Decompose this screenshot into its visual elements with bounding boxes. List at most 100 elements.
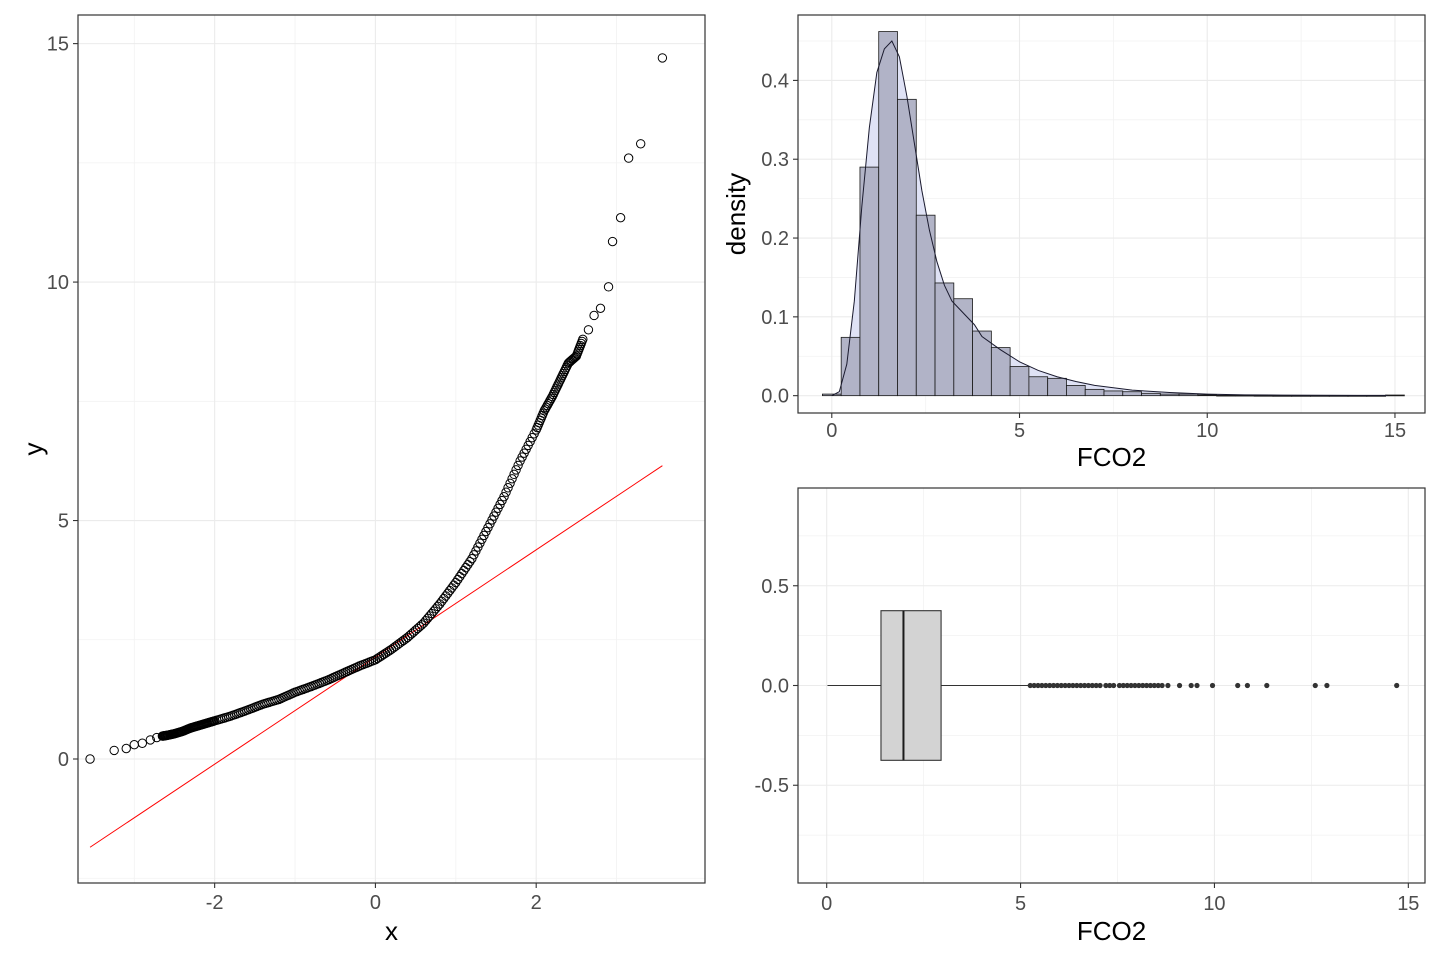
histogram-bar — [1385, 394, 1405, 397]
histogram-y-tick-label: 0.2 — [761, 228, 789, 250]
histogram-density-line — [831, 40, 1388, 397]
histogram-y-tick-label: 0.0 — [761, 386, 789, 408]
qq-point — [607, 236, 618, 247]
qq-point — [507, 474, 517, 484]
histogram-bar — [1141, 392, 1161, 397]
qq-point — [554, 377, 565, 387]
qq-point — [509, 469, 519, 480]
boxplot-outliers — [1027, 682, 1400, 689]
boxplot-x-tick-label: 5 — [1015, 893, 1026, 915]
qq-plot-gridlines — [78, 15, 705, 883]
histogram-y-tick-label: 0.3 — [761, 149, 789, 171]
outlier-point — [1050, 682, 1057, 689]
qq-point — [557, 370, 568, 381]
qq-point — [501, 487, 511, 497]
qq-point — [559, 366, 570, 377]
boxplot-x-tick-label: 15 — [1397, 893, 1419, 915]
qq-point — [547, 391, 557, 402]
outlier-point — [1244, 682, 1251, 689]
qq-plot-y-tick-label: 5 — [58, 511, 69, 533]
qq-plot-x-tick-label: 0 — [370, 892, 381, 914]
outlier-point — [1140, 682, 1146, 689]
qq-plot-border — [77, 14, 706, 884]
qq-plot-panel: -2 0 2 0 5 10 15 x y — [18, 14, 706, 946]
boxplot-x-tick-label: 10 — [1203, 893, 1225, 915]
qq-point — [511, 465, 521, 475]
qq-point — [558, 368, 569, 379]
qq-point — [623, 153, 634, 163]
histogram-bar — [990, 347, 1011, 397]
qq-plot-x-tick-label: 2 — [531, 892, 542, 914]
histogram-y-tick-label: 0.1 — [761, 307, 789, 329]
outlier-point — [1035, 682, 1041, 689]
histogram-bar — [1159, 393, 1180, 397]
qq-point — [513, 460, 523, 471]
outlier-point — [1143, 682, 1150, 689]
qq-point — [137, 738, 148, 748]
qq-plot-y-tick-label: 15 — [47, 34, 69, 56]
qq-plot-y-axis-title: y — [18, 443, 48, 456]
histogram-bar — [1066, 385, 1086, 397]
outlier-point — [1147, 682, 1154, 689]
outlier-point — [1078, 682, 1084, 689]
outlier-point — [1039, 682, 1045, 689]
qq-plot-x-axis-title: x — [385, 916, 398, 946]
histogram-panel: 0 5 10 15 0.0 0.1 0.2 0.3 0.4 FCO2 density — [721, 14, 1426, 472]
boxplot-x-tick-label: 0 — [821, 893, 832, 915]
histogram-x-tick-label: 10 — [1196, 420, 1218, 442]
histogram-bar — [1009, 366, 1030, 397]
histogram-bars — [822, 31, 1405, 397]
outlier-point — [1066, 682, 1072, 689]
histogram-border — [797, 14, 1426, 414]
boxplot-y-tick-label: 0.0 — [761, 676, 789, 698]
qq-point — [499, 491, 509, 502]
qq-point — [560, 364, 571, 375]
outlier-point — [1176, 682, 1183, 689]
histogram-bar — [1253, 395, 1274, 397]
qq-point — [552, 381, 562, 391]
histogram-bar — [878, 31, 898, 397]
outlier-point — [1235, 682, 1241, 689]
outlier-point — [1103, 682, 1109, 689]
qq-point — [595, 303, 606, 314]
qq-point — [352, 662, 363, 672]
qq-point — [465, 556, 475, 567]
boxplot-x-axis-title: FCO2 — [1077, 916, 1146, 946]
outlier-point — [1264, 682, 1270, 689]
qq-point — [583, 325, 594, 335]
qq-point — [85, 754, 95, 764]
histogram-x-tick-label: 5 — [1014, 420, 1025, 442]
qq-point — [505, 478, 515, 488]
boxplot-ticks: 0 5 10 15 -0.5 0.0 0.5 — [755, 576, 1420, 915]
boxplot-y-tick-label: -0.5 — [755, 775, 789, 797]
boxplot-body — [827, 610, 1029, 761]
histogram-bar — [1103, 390, 1124, 397]
outlier-point — [1027, 682, 1033, 689]
density-line — [831, 40, 1388, 397]
outlier-point — [1128, 682, 1134, 689]
outlier-point — [1074, 682, 1080, 689]
outlier-point — [1136, 682, 1142, 689]
histogram-bar — [1197, 394, 1218, 397]
qq-point — [615, 212, 626, 223]
qq-point — [578, 334, 588, 345]
outlier-point — [1116, 682, 1123, 689]
qq-point — [548, 389, 558, 400]
histogram-x-axis-title: FCO2 — [1077, 442, 1146, 472]
outlier-point — [1165, 682, 1171, 689]
histogram-ticks: 0 5 10 15 0.0 0.1 0.2 0.3 0.4 — [761, 70, 1406, 442]
qq-point — [549, 387, 559, 398]
outlier-point — [1107, 682, 1113, 689]
qq-point — [553, 379, 563, 389]
outlier-point — [1054, 682, 1061, 689]
qq-point — [503, 483, 513, 493]
histogram-bar — [1047, 377, 1067, 397]
histogram-bar — [897, 98, 917, 397]
qq-point — [550, 385, 560, 395]
outlier-point — [1081, 682, 1088, 689]
histogram-x-tick-label: 15 — [1384, 420, 1406, 442]
qq-point — [589, 310, 599, 321]
outlier-point — [1394, 682, 1400, 689]
outlier-point — [1155, 682, 1161, 689]
histogram-bar — [1216, 394, 1236, 397]
